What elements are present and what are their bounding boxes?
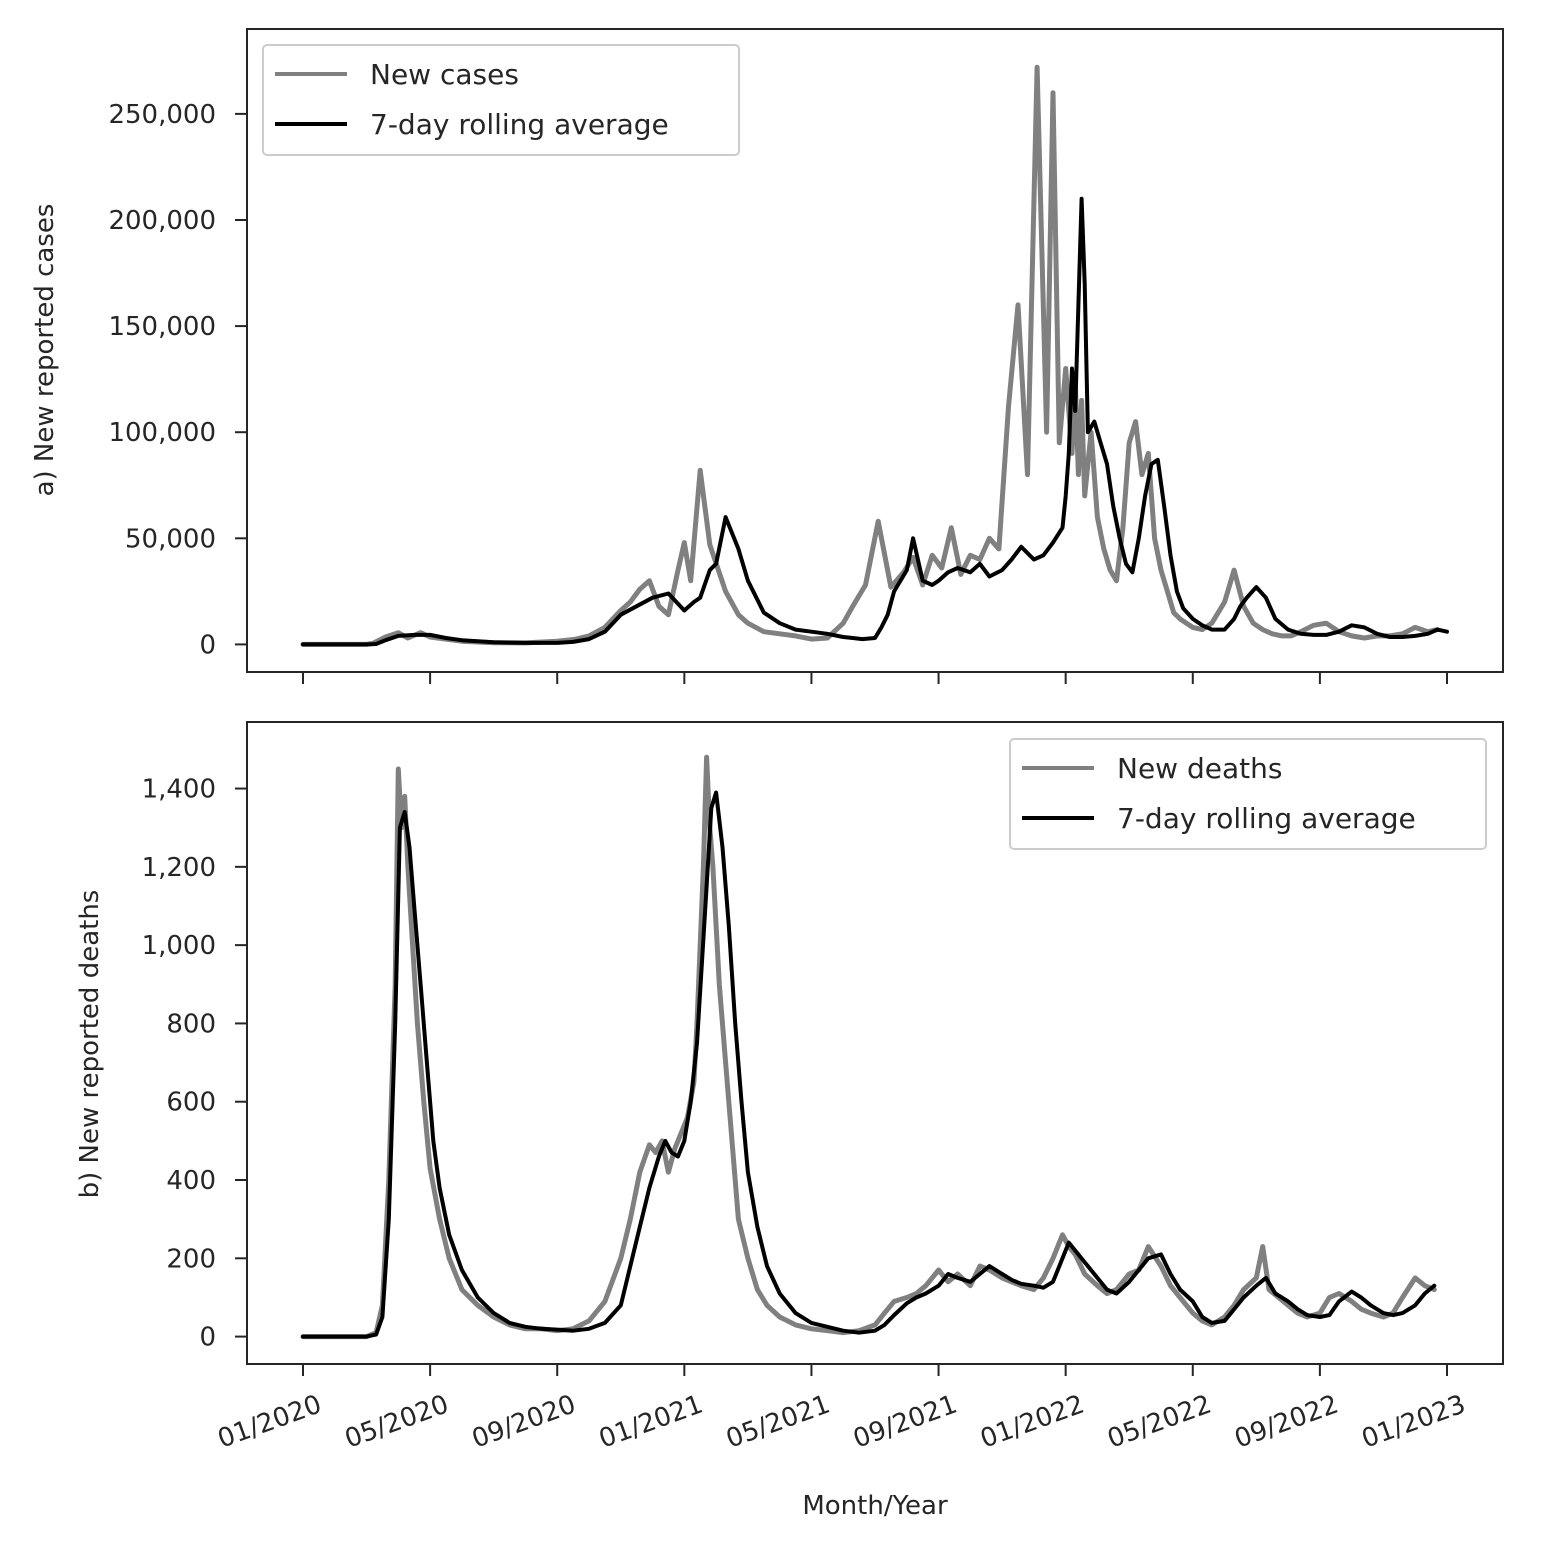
panel-b-y-tick-label: 1,200	[142, 853, 216, 883]
x-tick-label: 01/2020	[214, 1389, 326, 1454]
panel-a-y-axis: 0 50,000 100,000 150,000 200,000 250,000	[108, 100, 247, 660]
panel-b-y-tick-label: 1,400	[142, 775, 216, 805]
panel-a-legend-box	[262, 44, 740, 156]
x-tick-label: 05/2021	[722, 1389, 834, 1454]
x-tick-label: 01/2022	[977, 1389, 1089, 1454]
panel-a-series-new-cases	[300, 64, 1440, 647]
panel-a-frame	[246, 28, 1504, 673]
panel-a-y-tick-label: 0	[199, 630, 216, 660]
panel-a-y-tick-label: 200,000	[108, 206, 216, 236]
panel-b-legend-box	[1009, 738, 1487, 850]
panel-b-y-tick-label: 1,000	[142, 931, 216, 961]
panel-a: 0 50,000 100,000 150,000 200,000 250,000 a) N…	[30, 28, 1504, 684]
panel-b-series-layer	[300, 754, 1437, 1340]
x-tick-label: 01/2021	[595, 1389, 707, 1454]
panel-b-series-7-day-rolling-average	[301, 790, 1437, 1339]
panel-b-legend-label-new-deaths: New deaths	[1117, 752, 1282, 785]
panel-b-y-tick-label: 200	[166, 1244, 216, 1274]
panel-b-y-tick-label: 600	[166, 1088, 216, 1118]
panel-a-legend-label-rolling-average: 7-day rolling average	[370, 108, 669, 141]
panel-b-frame	[246, 721, 1504, 1365]
panel-a-y-tick-label: 150,000	[108, 312, 216, 342]
x-tick-label: 01/2023	[1358, 1389, 1470, 1454]
panel-b-y-tick-label: 400	[166, 1166, 216, 1196]
panel-a-y-axis-label: a) New reported cases	[30, 204, 60, 497]
panel-b-y-axis-label: b) New reported deaths	[75, 890, 105, 1199]
x-tick-label: 09/2022	[1231, 1389, 1343, 1454]
panel-a-legend-label-new-cases: New cases	[370, 58, 519, 91]
panel-b-legend-label-rolling-average: 7-day rolling average	[1117, 802, 1416, 835]
panel-a-y-tick-label: 250,000	[108, 100, 216, 130]
panel-a-series-layer	[300, 64, 1449, 647]
x-tick-label: 09/2021	[849, 1389, 961, 1454]
panel-b-y-tick-label: 0	[199, 1323, 216, 1353]
x-tick-label: 05/2022	[1104, 1389, 1216, 1454]
panel-a-legend: New cases 7-day rolling average	[262, 44, 740, 156]
panel-b-legend: New deaths 7-day rolling average	[1009, 738, 1487, 850]
panel-b-x-axis: 01/2020 05/2020 09/2020 01/2021 05/2021 09/20…	[214, 1364, 1470, 1455]
panel-a-series-7-day-rolling-average	[301, 196, 1449, 647]
panel-a-y-tick-label: 50,000	[125, 524, 216, 554]
x-axis-label: Month/Year	[802, 1491, 948, 1521]
x-tick-label: 05/2020	[341, 1389, 453, 1454]
panel-b-y-axis: 0 200 400 600 800 1,000 1,200 1,400	[142, 775, 247, 1353]
panel-a-x-axis	[302, 672, 1448, 684]
panel-b-y-tick-label: 800	[166, 1009, 216, 1039]
panel-a-y-tick-label: 100,000	[108, 418, 216, 448]
x-tick-label: 09/2020	[468, 1389, 580, 1454]
